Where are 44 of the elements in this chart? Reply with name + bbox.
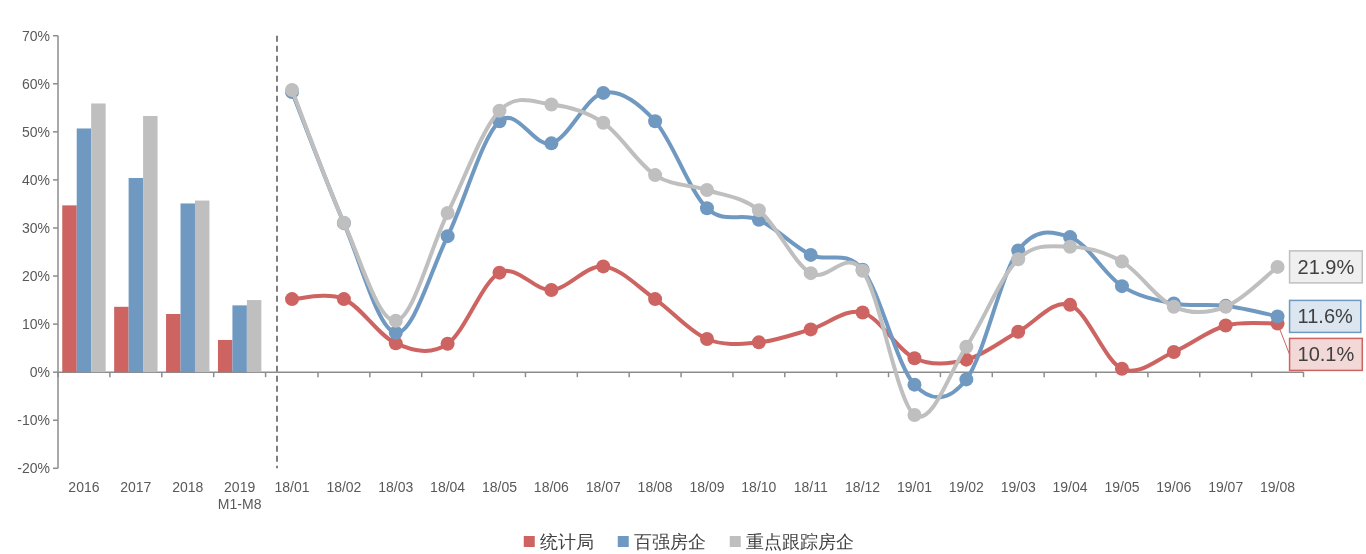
x-tick-label: 2018 bbox=[172, 479, 204, 496]
x-tick-label: 18/06 bbox=[533, 479, 569, 496]
data-label: 10.1% bbox=[1297, 343, 1355, 366]
data-label: 21.9% bbox=[1297, 255, 1355, 278]
x-tick-label: 18/12 bbox=[845, 479, 881, 496]
y-tick-label: -10% bbox=[17, 412, 50, 429]
legend-label: 百强房企 bbox=[633, 532, 706, 552]
x-tick-label: 19/04 bbox=[1052, 479, 1088, 496]
x-tick-label: 19/07 bbox=[1208, 479, 1244, 496]
legend-item: 重点跟踪房企 bbox=[729, 532, 854, 552]
legend-item: 百强房企 bbox=[617, 532, 706, 552]
legend-label: 统计局 bbox=[539, 532, 594, 552]
data-label: 10.1% bbox=[1277, 323, 1364, 372]
x-tick-label: 18/05 bbox=[482, 479, 518, 496]
x-tick-label: 19/08 bbox=[1260, 479, 1296, 496]
x-tick-label: 18/07 bbox=[585, 479, 621, 496]
x-tick-label: 2016 bbox=[68, 479, 100, 496]
x-tick-label: 18/02 bbox=[326, 479, 362, 496]
x-tick-label: 18/04 bbox=[430, 479, 466, 496]
x-tick-label: 19/03 bbox=[1000, 479, 1036, 496]
y-tick-label: 40% bbox=[21, 171, 50, 188]
y-tick-label: 20% bbox=[21, 268, 50, 285]
x-tick-label: 19/05 bbox=[1104, 479, 1140, 496]
x-tick-label: 2019 M1-M8 bbox=[217, 479, 262, 513]
x-tick-label: 18/03 bbox=[378, 479, 414, 496]
y-tick-label: 0% bbox=[29, 364, 50, 381]
data-label: 21.9% bbox=[1288, 250, 1364, 284]
x-tick-label: 18/10 bbox=[741, 479, 777, 496]
legend-item: 统计局 bbox=[523, 532, 594, 552]
y-tick-label: 60% bbox=[21, 75, 50, 92]
y-tick-label: -20% bbox=[17, 460, 50, 477]
data-label: 11.6% bbox=[1288, 299, 1362, 334]
y-tick-label: 30% bbox=[21, 219, 50, 236]
x-tick-label: 18/01 bbox=[274, 479, 310, 496]
y-tick-label: 50% bbox=[21, 123, 50, 140]
y-tick-label: 10% bbox=[21, 316, 50, 333]
x-tick-label: 2017 bbox=[120, 479, 152, 496]
x-tick-label: 19/02 bbox=[948, 479, 984, 496]
x-tick-label: 18/09 bbox=[689, 479, 725, 496]
x-tick-label: 19/01 bbox=[896, 479, 932, 496]
x-tick-label: 19/06 bbox=[1156, 479, 1192, 496]
y-tick-label: 70% bbox=[21, 27, 50, 44]
x-tick-label: 18/08 bbox=[637, 479, 673, 496]
x-tick-label: 18/11 bbox=[793, 479, 828, 496]
